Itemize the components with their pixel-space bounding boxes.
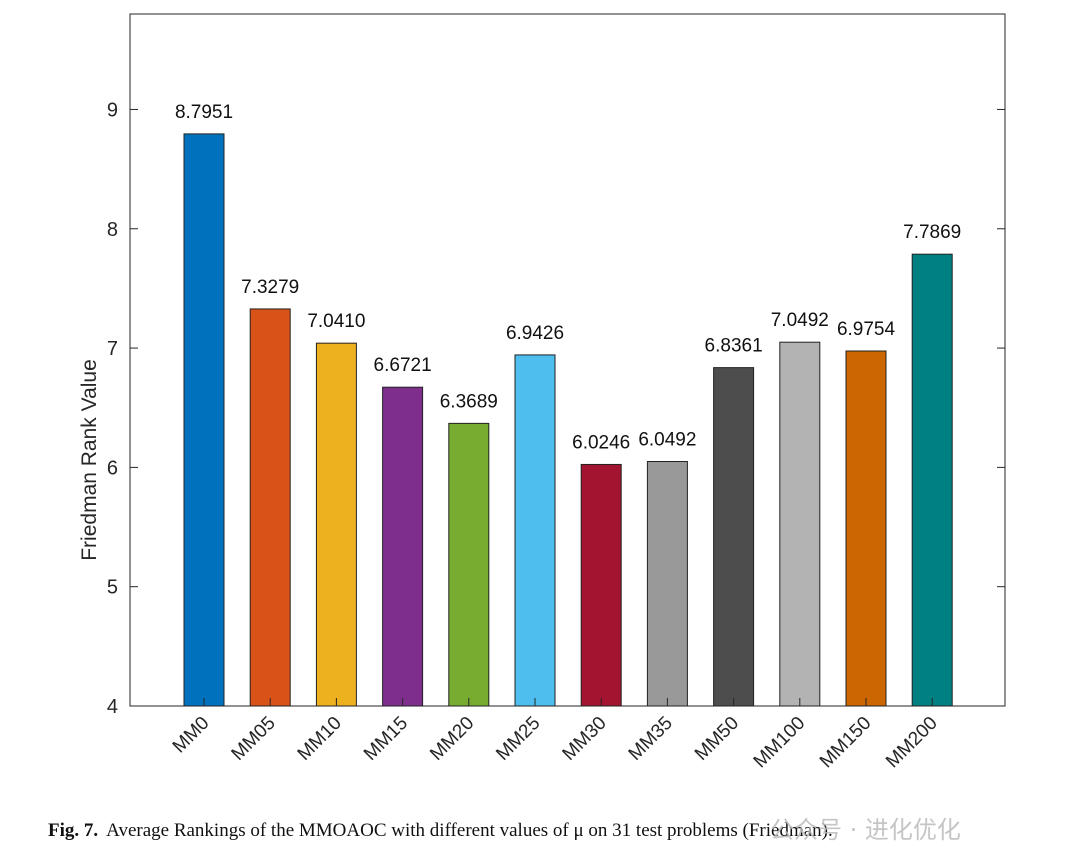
- value-label: 8.7951: [175, 102, 233, 123]
- y-tick-label: 5: [107, 577, 118, 599]
- bar-MM100: [779, 341, 821, 707]
- x-tick-label: MM35: [625, 713, 677, 765]
- x-tick-label: MM20: [426, 713, 478, 765]
- bar-MM30: [580, 463, 622, 707]
- bar-MM15: [382, 386, 424, 707]
- value-label: 6.8361: [705, 336, 763, 357]
- value-label: 7.0410: [307, 311, 365, 332]
- bar-MM50: [713, 367, 755, 707]
- x-tick-label: MM15: [360, 713, 412, 765]
- axes-box: [129, 13, 1006, 707]
- value-label: 6.9426: [506, 323, 564, 344]
- y-tick-label: 8: [107, 219, 118, 241]
- y-tick-label: 6: [107, 457, 118, 479]
- value-label: 6.3689: [440, 391, 498, 412]
- x-tick-label: MM50: [691, 713, 743, 765]
- value-label: 6.9754: [837, 319, 896, 340]
- x-tick-label: MM25: [492, 713, 544, 765]
- y-tick-label: 7: [107, 338, 118, 360]
- x-tick-label: MM200: [882, 713, 942, 773]
- bar-MM05: [249, 308, 291, 707]
- x-tick-label: MM100: [750, 713, 810, 773]
- x-tick-label: MM10: [294, 713, 346, 765]
- x-tick-label: MM30: [559, 713, 611, 765]
- value-label: 6.6721: [374, 355, 432, 376]
- bar-MM35: [646, 461, 688, 707]
- x-tick-label: MM0: [169, 713, 214, 758]
- caption-text: Average Rankings of the MMOAOC with diff…: [106, 820, 833, 841]
- x-tick-label: MM150: [816, 713, 876, 773]
- bar-MM10: [315, 342, 357, 707]
- bar-MM0: [183, 133, 225, 707]
- value-label: 6.0492: [638, 430, 696, 451]
- y-tick-label: 9: [107, 99, 118, 121]
- bar-MM150: [845, 350, 887, 707]
- x-tick-label: MM05: [228, 713, 280, 765]
- value-label: 6.0246: [572, 432, 630, 453]
- y-tick-label: 4: [107, 696, 118, 718]
- bar-MM200: [911, 253, 953, 707]
- value-label: 7.3279: [241, 277, 299, 298]
- bar-MM25: [514, 354, 556, 707]
- watermark: 公众号 · 进化优化: [770, 816, 961, 844]
- caption-label: Fig. 7.: [48, 820, 99, 841]
- value-label: 7.0492: [771, 310, 829, 331]
- bar-MM20: [448, 422, 490, 707]
- y-axis-label: Friedman Rank Value: [78, 359, 101, 561]
- value-label: 7.7869: [903, 222, 961, 243]
- figure-caption: Fig. 7. Average Rankings of the MMOAOC wi…: [48, 820, 833, 842]
